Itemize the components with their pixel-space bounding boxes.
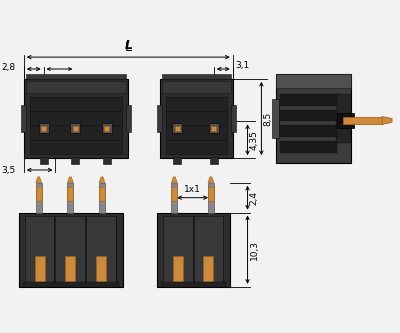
Text: 1x1: 1x1 bbox=[184, 185, 201, 194]
Bar bbox=[171, 187, 177, 201]
Bar bbox=[280, 126, 337, 137]
Bar bbox=[102, 123, 112, 133]
Bar bbox=[209, 123, 219, 133]
Bar bbox=[280, 94, 337, 106]
Bar bbox=[67, 183, 73, 212]
Bar bbox=[208, 187, 214, 201]
Bar bbox=[231, 105, 236, 132]
Bar bbox=[126, 105, 131, 132]
Bar bbox=[96, 256, 106, 281]
Bar bbox=[171, 183, 177, 212]
Bar bbox=[160, 79, 233, 158]
Bar bbox=[272, 99, 279, 138]
Text: 2,4: 2,4 bbox=[250, 191, 258, 205]
Text: 8,5: 8,5 bbox=[263, 111, 272, 126]
Bar bbox=[36, 187, 42, 201]
Bar bbox=[21, 105, 26, 132]
Bar bbox=[173, 256, 183, 281]
Bar bbox=[203, 256, 213, 281]
Text: 10,3: 10,3 bbox=[250, 240, 258, 260]
Bar bbox=[70, 123, 80, 133]
Bar bbox=[41, 126, 46, 131]
Bar bbox=[212, 126, 216, 131]
Bar bbox=[162, 74, 231, 79]
Bar bbox=[36, 183, 42, 212]
Bar bbox=[67, 187, 73, 201]
Bar bbox=[26, 81, 126, 93]
Polygon shape bbox=[382, 117, 392, 125]
Bar bbox=[280, 141, 337, 153]
Bar bbox=[336, 94, 350, 143]
Bar bbox=[173, 157, 181, 164]
Bar bbox=[158, 212, 230, 287]
Bar bbox=[342, 117, 382, 125]
Bar bbox=[26, 74, 126, 79]
Bar bbox=[276, 74, 350, 88]
Bar bbox=[280, 110, 337, 122]
Text: L: L bbox=[124, 39, 132, 52]
Bar bbox=[99, 187, 105, 201]
Bar bbox=[86, 216, 116, 283]
Bar bbox=[210, 157, 218, 164]
Text: 4,35: 4,35 bbox=[250, 130, 258, 150]
Bar bbox=[56, 216, 85, 283]
Text: 3,5: 3,5 bbox=[2, 166, 16, 175]
Bar bbox=[172, 123, 182, 133]
Bar bbox=[166, 97, 227, 154]
Bar bbox=[23, 282, 119, 287]
Polygon shape bbox=[36, 177, 42, 183]
Bar bbox=[208, 183, 214, 212]
Bar bbox=[276, 74, 350, 163]
Text: 2,8: 2,8 bbox=[2, 64, 16, 73]
Bar bbox=[35, 256, 44, 281]
Polygon shape bbox=[208, 177, 214, 183]
Text: L: L bbox=[125, 41, 132, 54]
Bar bbox=[71, 157, 79, 164]
Bar bbox=[40, 157, 48, 164]
Bar bbox=[175, 126, 180, 131]
Bar bbox=[103, 157, 111, 164]
Bar bbox=[158, 105, 162, 132]
Bar bbox=[162, 81, 231, 93]
Bar bbox=[194, 216, 223, 283]
Bar bbox=[39, 123, 48, 133]
Bar bbox=[337, 113, 354, 129]
Bar bbox=[24, 79, 128, 158]
Bar bbox=[19, 212, 123, 287]
Text: 3,1: 3,1 bbox=[236, 61, 250, 70]
Bar bbox=[30, 97, 122, 154]
Bar bbox=[73, 126, 78, 131]
Polygon shape bbox=[99, 177, 105, 183]
Bar bbox=[104, 126, 110, 131]
Polygon shape bbox=[67, 177, 73, 183]
Bar bbox=[65, 256, 75, 281]
Bar bbox=[162, 282, 226, 287]
Bar bbox=[163, 216, 193, 283]
Bar bbox=[99, 183, 105, 212]
Polygon shape bbox=[171, 177, 177, 183]
Bar bbox=[25, 216, 54, 283]
